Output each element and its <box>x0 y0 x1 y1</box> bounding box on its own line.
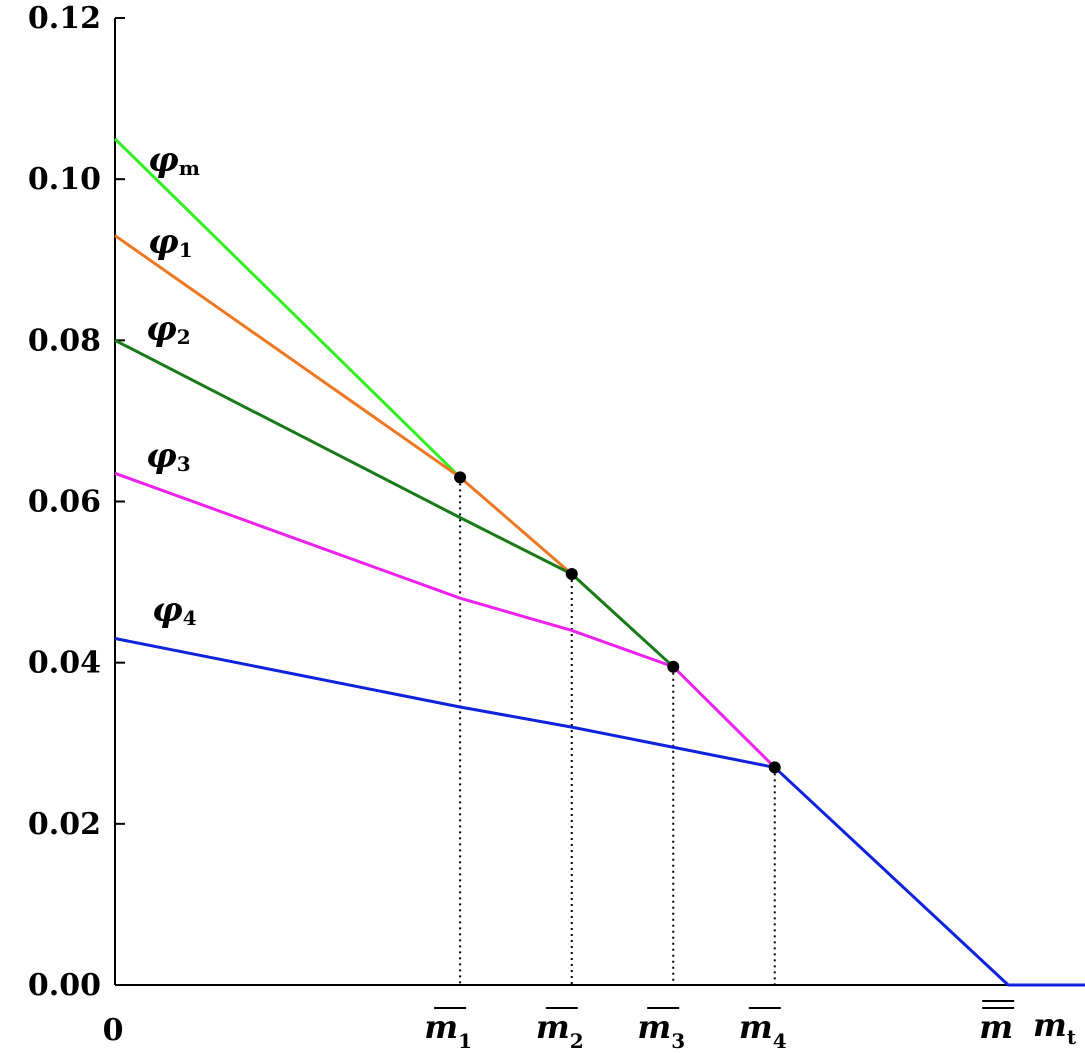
x-marker-label-m2: m2 <box>536 1008 584 1053</box>
y-tick-label: 0.04 <box>28 646 101 681</box>
series-line-phi-3 <box>114 471 776 769</box>
kink-point-m2 <box>565 568 578 581</box>
x-marker-label-m3: m3 <box>637 1008 685 1053</box>
series-label-subscript-phi-2: 2 <box>177 325 191 349</box>
y-tick-label: 0.12 <box>28 1 101 36</box>
x-origin-label: 0 <box>103 1013 124 1048</box>
kink-point-m1 <box>454 471 467 484</box>
y-tick-label: 0.02 <box>28 807 101 842</box>
x-marker-subscript-m4: 4 <box>773 1029 787 1053</box>
series-label-phi-3: φ3 <box>146 436 191 476</box>
series-labels: φm φ1 φ2 φ3 φ4 <box>146 140 200 630</box>
axes: 0.000.020.040.060.080.100.120 mt <box>28 1 1077 1049</box>
series-line-phi-1 <box>114 234 573 576</box>
series-label-subscript-phi-4: 4 <box>183 606 197 630</box>
kink-points <box>454 471 781 774</box>
y-tick-label: 0.08 <box>28 323 101 358</box>
series-label-subscript-phi-1: 1 <box>179 238 193 262</box>
series-line-phi-4 <box>114 637 1085 987</box>
y-tick-label: 0.10 <box>28 162 101 197</box>
x-marker-label-mbarbar: m <box>979 1008 1013 1046</box>
x-marker-subscript-m1: 1 <box>458 1029 472 1053</box>
x-axis-label-subscript: t <box>1067 1025 1077 1049</box>
x-marker-subscript-m2: 2 <box>570 1029 584 1053</box>
x-marker-label-m4: m4 <box>739 1008 787 1053</box>
series-line-phi-2 <box>114 338 675 668</box>
series-label-phi-1: φ1 <box>148 222 193 262</box>
x-marker-label-m1: m1 <box>424 1008 472 1053</box>
series-label-phi-4: φ4 <box>152 590 197 630</box>
x-marker-subscript-m3: 3 <box>671 1029 685 1053</box>
series-lines <box>113 137 1085 987</box>
series-line-phi-m <box>113 137 462 479</box>
kink-point-m4 <box>768 761 781 774</box>
y-tick-label: 0.00 <box>28 968 101 1003</box>
series-label-phi-m: φm <box>148 140 200 180</box>
series-label-subscript-phi-m: m <box>179 156 200 180</box>
x-axis-label: mt <box>1033 1006 1077 1049</box>
series-label-subscript-phi-3: 3 <box>177 452 191 476</box>
y-tick-label: 0.06 <box>28 485 101 520</box>
marker-guides: m1 m2 m3 m4 m <box>424 477 1015 1053</box>
kink-point-m3 <box>667 660 680 673</box>
series-label-phi-2: φ2 <box>146 309 191 349</box>
